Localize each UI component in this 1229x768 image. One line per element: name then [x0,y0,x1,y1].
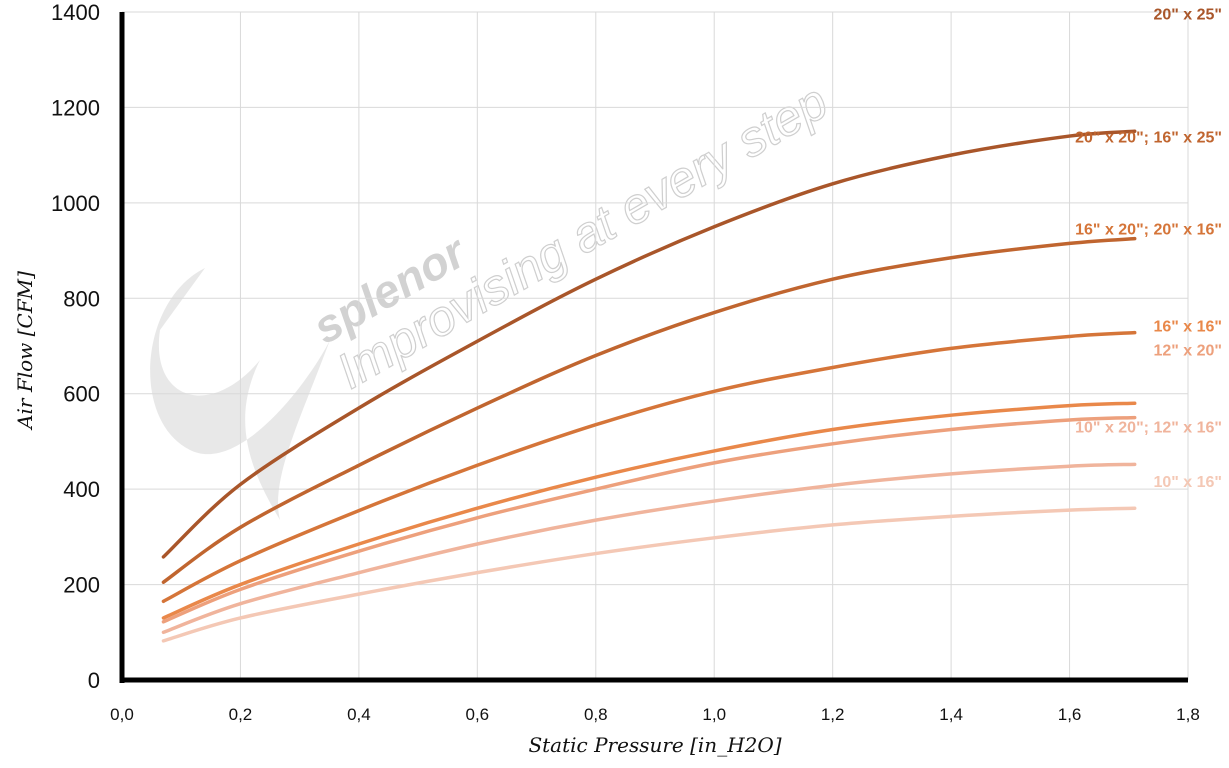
series-label: 16" x 16" [1153,318,1222,335]
y-tick-label: 1000 [51,191,100,216]
series-labels: 20" x 25" 20" x 20"; 16" x 25" 16" x 20"; … [1075,6,1222,491]
x-tick-label: 1,8 [1176,705,1200,724]
series-line [161,129,1137,559]
x-tick-label: 1,6 [1058,705,1082,724]
y-tick-labels: 0 200 400 600 800 1000 1200 1400 [51,0,100,693]
x-tick-label: 0,8 [584,705,608,724]
series-label: 10" x 16" [1153,474,1222,491]
y-tick-label: 1400 [51,0,100,25]
x-tick-labels: 0,0 0,2 0,4 0,6 0,8 1,0 1,2 1,4 1,6 1,8 [110,705,1200,724]
axes [119,12,1188,683]
x-tick-label: 0,4 [347,705,371,724]
y-tick-label: 1200 [51,95,100,120]
x-tick-label: 0,2 [229,705,253,724]
series-line [161,236,1137,584]
y-tick-label: 600 [63,382,100,407]
y-tick-label: 200 [63,573,100,598]
series-label: 10" x 20"; 12" x 16" [1075,419,1222,436]
series-layer [161,129,1137,643]
series-line [161,415,1137,624]
series-label: 16" x 20"; 20" x 16" [1075,222,1222,239]
x-tick-label: 1,0 [702,705,726,724]
gridlines [122,11,1189,680]
x-tick-label: 1,4 [939,705,963,724]
x-axis-title: Static Pressure [in_H2O] [528,733,781,757]
y-tick-label: 800 [63,286,100,311]
x-tick-label: 0,0 [110,705,134,724]
series-label: 20" x 20"; 16" x 25" [1075,130,1222,147]
series-label: 20" x 25" [1153,6,1222,23]
series-line [161,330,1137,604]
series-line [161,506,1137,643]
series-line [161,401,1137,620]
x-tick-label: 1,2 [821,705,845,724]
series-line [161,462,1137,635]
series-label: 12" x 20" [1153,343,1222,360]
x-tick-label: 0,6 [466,705,490,724]
y-axis-title: Air Flow [CFM] [13,271,37,431]
y-tick-label: 0 [88,668,100,693]
y-tick-label: 400 [63,477,100,502]
